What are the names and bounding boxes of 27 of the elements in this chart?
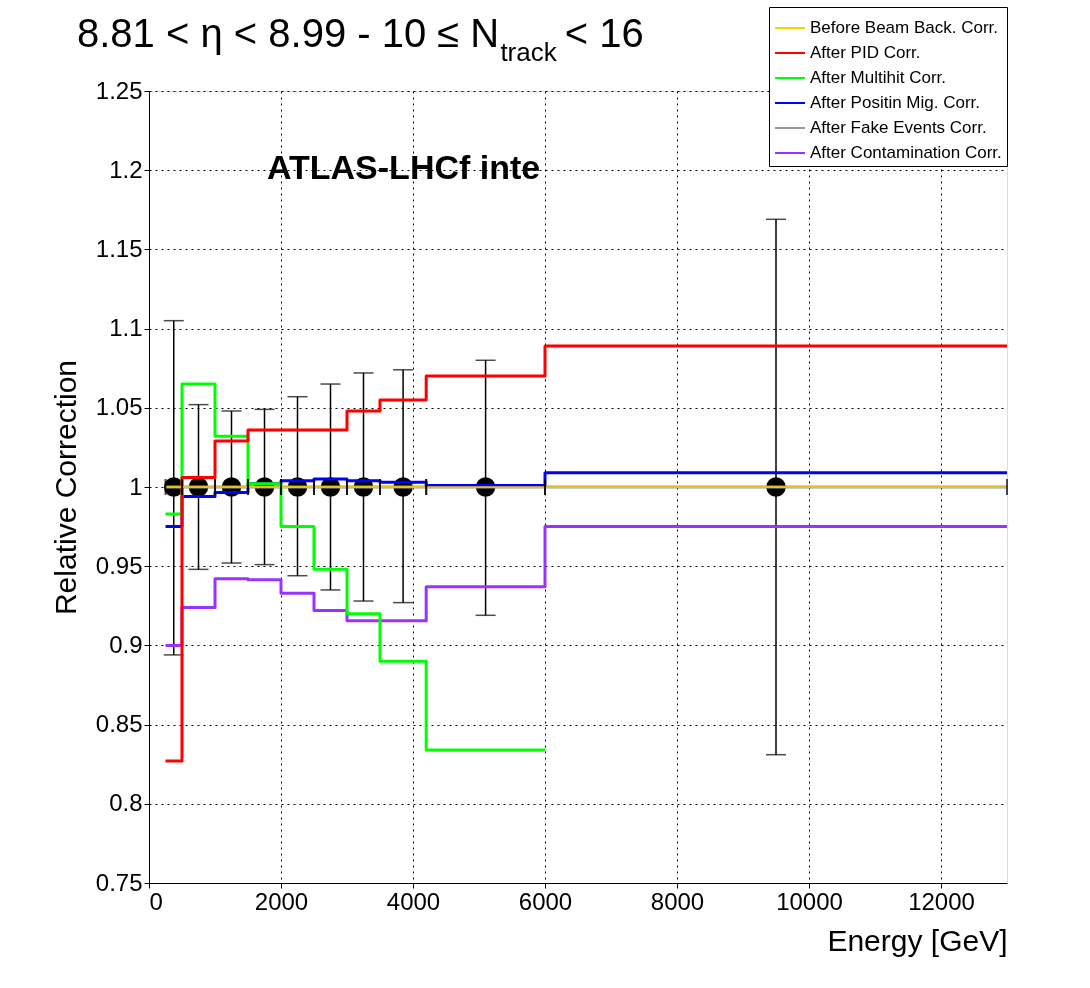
y-tick-label: 1 <box>129 472 143 500</box>
legend-label: After PID Corr. <box>810 43 921 62</box>
legend-label: After Contamination Corr. <box>810 143 1002 162</box>
x-tick-label: 0 <box>149 887 163 915</box>
x-tick-label: 2000 <box>254 887 309 915</box>
legend-label: Before Beam Back. Corr. <box>810 18 999 37</box>
y-tick-label: 0.9 <box>109 630 143 658</box>
y-tick-label: 0.95 <box>95 551 143 579</box>
legend-label: After Multihit Corr. <box>810 68 947 87</box>
y-tick-label: 1.25 <box>95 76 143 104</box>
x-axis-title: Energy [GeV] <box>827 923 1008 957</box>
y-tick-label: 1.05 <box>95 393 143 421</box>
y-tick-label: 0.8 <box>109 789 143 817</box>
legend-label: After Fake Events Corr. <box>810 118 987 137</box>
y-tick-label: 1.15 <box>95 234 143 262</box>
x-tick-label: 8000 <box>650 887 705 915</box>
y-tick-label: 0.75 <box>95 868 143 896</box>
y-tick-label: 1.1 <box>109 314 143 342</box>
x-tick-label: 6000 <box>518 887 573 915</box>
legend-label: After Positin Mig. Corr. <box>810 93 981 112</box>
y-axis-title: Relative Correction <box>48 359 82 616</box>
y-tick-label: 0.85 <box>95 710 143 738</box>
annotation: ATLAS-LHCf inte <box>267 148 541 186</box>
x-tick-label: 12000 <box>908 887 975 915</box>
x-tick-label: 10000 <box>776 887 843 915</box>
x-tick-label: 4000 <box>386 887 441 915</box>
y-tick-label: 1.2 <box>109 155 143 183</box>
